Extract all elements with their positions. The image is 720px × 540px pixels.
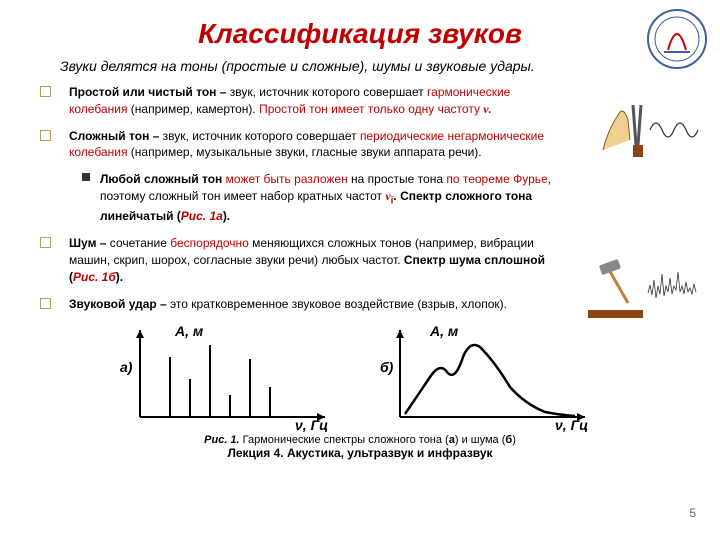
svg-text:а): а) [120,359,133,375]
bullet-marker [40,86,51,97]
subtitle: Звуки делятся на тоны (простые и сложные… [60,58,690,74]
figure-area: а) А, м ν, Гц б) А, м ν, Гц [30,322,690,432]
svg-text:А, м: А, м [174,323,204,339]
page-number: 5 [689,506,696,520]
svg-text:ν, Гц: ν, Гц [555,417,588,432]
lecture-label: Лекция 4. Акустика, ультразвук и инфразв… [30,446,690,460]
chart-b-continuous-spectrum: б) А, м ν, Гц [375,322,605,432]
hammer-illustration [588,258,708,323]
bullet-marker-sub [82,173,90,181]
chart-a-line-spectrum: а) А, м ν, Гц [115,322,345,432]
svg-text:А, м: А, м [429,323,459,339]
logo [646,8,708,70]
figure-caption: Рис. 1. Гармонические спектры сложного т… [30,434,690,446]
bullet-marker [40,298,51,309]
bullet-complex-tone-sub: Любой сложный тон может быть разложен на… [30,171,690,225]
svg-text:ν, Гц: ν, Гц [295,417,328,432]
tuning-fork-illustration [588,95,708,165]
bullet-marker [40,237,51,248]
bullet-marker [40,130,51,141]
svg-text:б): б) [380,359,394,375]
page-title: Классификация звуков [30,18,690,50]
